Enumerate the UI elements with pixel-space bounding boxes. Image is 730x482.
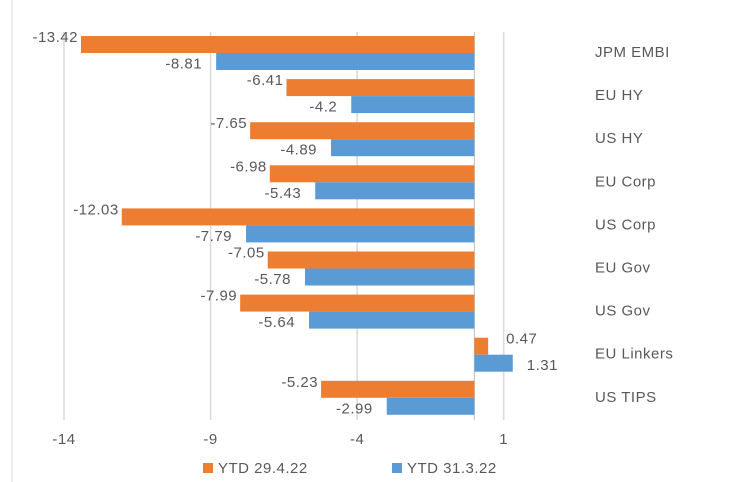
value-label: -7.05 [228,244,265,261]
category-label: EU Linkers [595,346,673,363]
value-label: 0.47 [506,331,537,348]
bar [246,225,475,243]
value-label: -5.64 [258,314,295,331]
category-label: EU Gov [595,259,651,276]
value-label: -12.03 [73,201,119,218]
bar [315,182,475,200]
category-label: US Corp [595,216,656,233]
legend-label: YTD 31.3.22 [407,460,497,477]
bar [216,53,475,70]
value-label: -5.43 [265,185,302,202]
bar [81,36,475,53]
legend-swatch [203,463,213,473]
bar [474,354,513,372]
legend-swatch [392,463,402,473]
x-tick-label: -14 [52,431,75,448]
category-label: EU Corp [595,173,656,190]
x-tick-label: -9 [203,431,217,448]
bar [474,337,489,355]
bar [267,251,475,269]
bar [321,380,475,398]
plot: JPM EMBI -13.42 -8.81 EU HY -6.41 -4.2 US HY -7… [32,29,673,417]
value-label: -7.99 [200,288,237,305]
legend: YTD 29.4.22 YTD 31.3.22 [203,460,497,477]
bar [286,79,475,97]
category-label: US TIPS [595,389,657,406]
x-tick-label: 1 [499,431,508,448]
value-label: -13.42 [32,29,78,46]
value-label: -7.65 [210,115,247,132]
bar [309,311,475,329]
value-label: 1.31 [527,357,558,374]
category-label: US Gov [595,303,651,320]
value-label: -6.98 [230,158,267,175]
bar [240,294,475,312]
x-tick-label: -4 [350,431,364,448]
value-label: -5.23 [281,374,318,391]
category-label: EU HY [595,87,643,104]
value-label: -5.78 [254,271,291,288]
category-label: US HY [595,130,643,147]
value-label: -8.81 [165,55,202,72]
bar [250,122,475,140]
category-label: JPM EMBI [595,44,670,61]
legend-label: YTD 29.4.22 [218,460,308,477]
value-label: -2.99 [336,400,373,417]
bar [351,96,475,114]
value-label: -7.79 [195,228,232,245]
bar [121,208,475,226]
bar [386,397,475,415]
bar [269,165,475,183]
bar [304,268,475,286]
bar [331,139,475,157]
value-label: -4.89 [280,142,317,159]
value-label: -4.2 [309,99,337,116]
value-label: -6.41 [247,72,284,89]
